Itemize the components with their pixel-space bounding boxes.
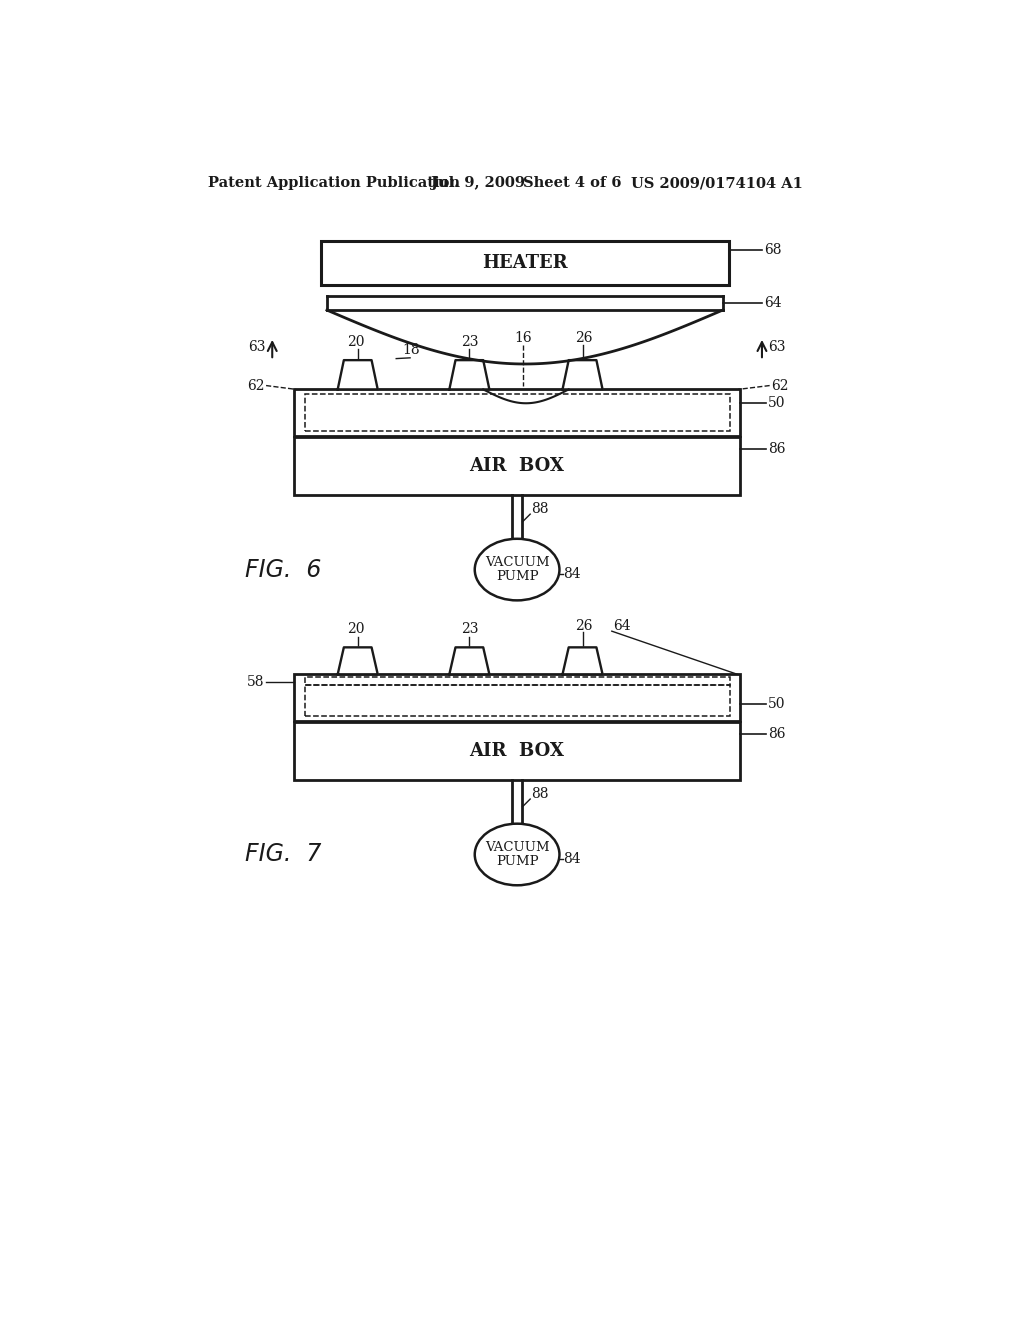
Text: 63: 63	[768, 341, 785, 354]
Text: 84: 84	[563, 853, 581, 866]
Text: 84: 84	[563, 568, 581, 581]
Text: 64: 64	[613, 619, 631, 632]
Text: Patent Application Publication: Patent Application Publication	[208, 176, 460, 190]
Text: 20: 20	[347, 335, 365, 350]
Text: 26: 26	[575, 619, 593, 632]
Text: 68: 68	[764, 243, 781, 257]
Text: VACUUM: VACUUM	[484, 556, 550, 569]
Text: FIG.  6: FIG. 6	[245, 557, 321, 582]
Text: 62: 62	[771, 379, 788, 392]
Text: VACUUM: VACUUM	[484, 841, 550, 854]
Text: 88: 88	[531, 787, 549, 800]
Text: AIR  BOX: AIR BOX	[470, 457, 564, 475]
Text: 16: 16	[514, 331, 532, 346]
Bar	[294, 675, 740, 721]
Text: 86: 86	[768, 442, 785, 455]
Text: HEATER: HEATER	[482, 255, 567, 272]
Bar	[304, 677, 730, 685]
Bar	[304, 685, 730, 715]
Text: US 2009/0174104 A1: US 2009/0174104 A1	[631, 176, 803, 190]
Text: PUMP: PUMP	[496, 570, 539, 583]
Polygon shape	[450, 647, 489, 675]
Text: 50: 50	[768, 697, 785, 710]
Text: 23: 23	[461, 335, 478, 350]
Text: AIR  BOX: AIR BOX	[470, 742, 564, 760]
Bar	[294, 389, 740, 436]
Text: 50: 50	[768, 396, 785, 411]
Polygon shape	[338, 360, 378, 389]
Text: 18: 18	[402, 343, 421, 356]
Ellipse shape	[475, 824, 559, 886]
Text: 58: 58	[247, 675, 264, 689]
Text: 86: 86	[768, 726, 785, 741]
Text: 26: 26	[575, 331, 593, 346]
Bar	[294, 722, 740, 780]
Text: Jul. 9, 2009: Jul. 9, 2009	[431, 176, 525, 190]
Text: 88: 88	[531, 502, 549, 516]
Polygon shape	[562, 647, 602, 675]
Text: 23: 23	[461, 623, 478, 636]
Polygon shape	[450, 360, 489, 389]
Text: 64: 64	[764, 296, 782, 310]
Bar	[294, 437, 740, 495]
Polygon shape	[562, 360, 602, 389]
Bar	[321, 240, 729, 285]
Text: PUMP: PUMP	[496, 855, 539, 869]
Text: 20: 20	[347, 623, 365, 636]
Text: Sheet 4 of 6: Sheet 4 of 6	[523, 176, 622, 190]
Polygon shape	[338, 647, 378, 675]
Ellipse shape	[475, 539, 559, 601]
Text: FIG.  7: FIG. 7	[245, 842, 321, 866]
Bar	[304, 393, 730, 430]
Text: 63: 63	[249, 341, 266, 354]
Text: 62: 62	[247, 379, 264, 392]
